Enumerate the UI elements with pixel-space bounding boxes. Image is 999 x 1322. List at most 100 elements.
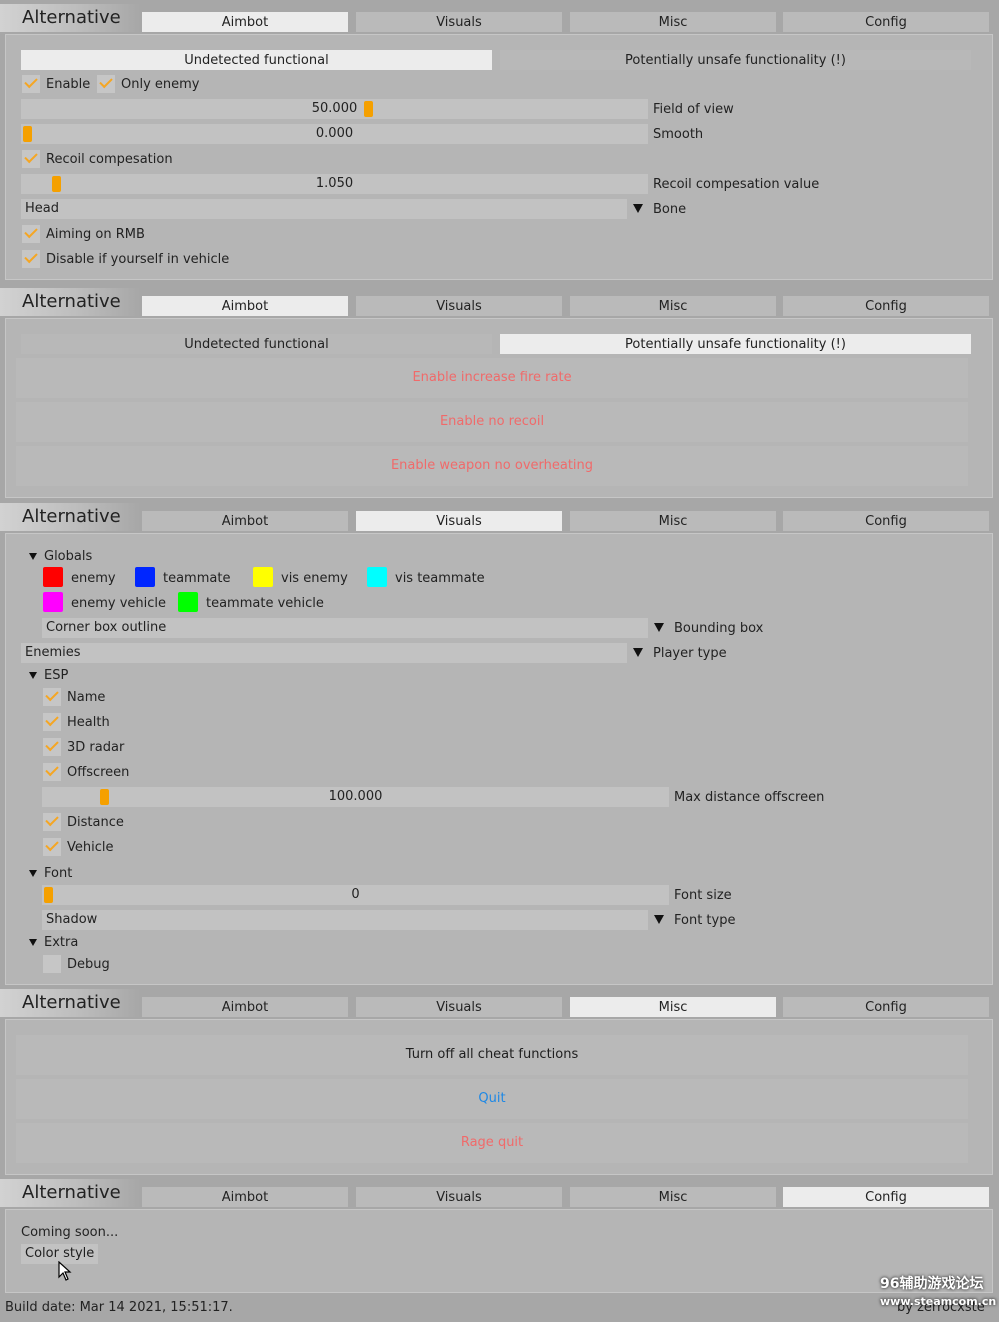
esp-header[interactable]: ESP	[44, 668, 69, 683]
slider-grab[interactable]	[23, 126, 32, 142]
smooth-slider[interactable]: 0.000	[21, 124, 648, 144]
debug-checkbox[interactable]	[43, 955, 61, 973]
slider-grab[interactable]	[364, 101, 373, 117]
tab-aimbot[interactable]: Aimbot	[142, 997, 348, 1017]
build-date: Build date: Mar 14 2021, 15:51:17.	[5, 1300, 233, 1315]
titlebar-2: Alternative Aimbot Visuals Misc Config	[0, 288, 999, 316]
tab-misc[interactable]: Misc	[570, 296, 776, 316]
checkmark-icon	[45, 762, 59, 777]
chevron-down-icon[interactable]	[633, 648, 643, 657]
collapse-arrow-icon[interactable]	[29, 939, 37, 946]
offscreen-checkbox[interactable]	[43, 762, 61, 781]
vis-enemy-color-swatch[interactable]	[253, 567, 273, 587]
tab-visuals[interactable]: Visuals	[356, 997, 562, 1017]
tab-config[interactable]: Config	[783, 12, 989, 32]
checkmark-icon	[24, 149, 38, 164]
tab-visuals[interactable]: Visuals	[356, 1187, 562, 1207]
vehicle-checkbox[interactable]	[43, 837, 61, 856]
tab-visuals[interactable]: Visuals	[356, 12, 562, 32]
slider-grab[interactable]	[44, 887, 53, 903]
no-recoil-button[interactable]: Enable no recoil	[16, 402, 968, 442]
smooth-value: 0.000	[315, 126, 354, 141]
app-title: Alternative	[0, 288, 140, 316]
subtab-unsafe[interactable]: Potentially unsafe functionality (!)	[500, 334, 971, 354]
slider-grab[interactable]	[100, 789, 109, 805]
font-header[interactable]: Font	[44, 866, 73, 881]
radar-checkbox[interactable]	[43, 737, 61, 756]
rmb-checkbox[interactable]	[22, 224, 40, 243]
player-type-label: Player type	[653, 646, 727, 661]
tab-aimbot[interactable]: Aimbot	[142, 12, 348, 32]
vis-teammate-color-swatch[interactable]	[367, 567, 387, 587]
tab-config[interactable]: Config	[783, 997, 989, 1017]
slider-grab[interactable]	[52, 176, 61, 192]
only-enemy-checkbox[interactable]	[97, 74, 115, 93]
bounding-box-combo[interactable]: Corner box outline	[42, 618, 648, 638]
name-checkbox[interactable]	[43, 687, 61, 706]
globals-header[interactable]: Globals	[44, 549, 93, 564]
teammate-vehicle-color-swatch[interactable]	[178, 592, 198, 612]
quit-button[interactable]: Quit	[16, 1079, 968, 1119]
chevron-down-icon[interactable]	[654, 623, 664, 632]
tab-config[interactable]: Config	[783, 511, 989, 531]
color-style-button[interactable]: Color style	[21, 1244, 99, 1264]
extra-header[interactable]: Extra	[44, 935, 79, 950]
tab-misc[interactable]: Misc	[570, 12, 776, 32]
author-credit: by zerrocxste	[897, 1300, 985, 1315]
tab-visuals[interactable]: Visuals	[356, 511, 562, 531]
subtab-undetected[interactable]: Undetected functional	[21, 50, 492, 70]
turn-off-button[interactable]: Turn off all cheat functions	[16, 1035, 968, 1075]
tab-aimbot[interactable]: Aimbot	[142, 1187, 348, 1207]
teammate-vehicle-color-label: teammate vehicle	[206, 596, 324, 611]
vehicle-label: Vehicle	[67, 840, 114, 855]
debug-label: Debug	[67, 957, 110, 972]
distance-checkbox[interactable]	[43, 812, 61, 831]
enemy-vehicle-color-swatch[interactable]	[43, 592, 63, 612]
font-size-slider[interactable]: 0	[42, 885, 669, 905]
fov-slider[interactable]: 50.000	[21, 99, 648, 119]
bone-combo[interactable]: Head	[21, 199, 627, 219]
vis-teammate-color-label: vis teammate	[395, 571, 485, 586]
fire-rate-button[interactable]: Enable increase fire rate	[16, 358, 968, 398]
collapse-arrow-icon[interactable]	[29, 870, 37, 877]
chevron-down-icon[interactable]	[633, 204, 643, 213]
chevron-down-icon[interactable]	[654, 915, 664, 924]
recoil-slider[interactable]: 1.050	[21, 174, 648, 194]
checkmark-icon	[24, 74, 38, 89]
tab-misc[interactable]: Misc	[570, 997, 776, 1017]
recoil-value-label: Recoil compesation value	[653, 177, 820, 192]
tab-config[interactable]: Config	[783, 1187, 989, 1207]
no-overheat-button[interactable]: Enable weapon no overheating	[16, 446, 968, 486]
max-distance-slider[interactable]: 100.000	[42, 787, 669, 807]
max-distance-value: 100.000	[328, 789, 383, 804]
health-checkbox[interactable]	[43, 712, 61, 731]
player-type-combo[interactable]: Enemies	[21, 643, 627, 663]
font-size-value: 0	[351, 887, 360, 902]
collapse-arrow-icon[interactable]	[29, 553, 37, 560]
coming-soon-text: Coming soon...	[21, 1225, 119, 1240]
recoil-checkbox[interactable]	[22, 149, 40, 168]
rage-quit-button[interactable]: Rage quit	[16, 1123, 968, 1163]
app-title: Alternative	[0, 989, 140, 1017]
checkmark-icon	[24, 224, 38, 239]
tab-aimbot[interactable]: Aimbot	[142, 296, 348, 316]
tab-visuals[interactable]: Visuals	[356, 296, 562, 316]
tab-aimbot[interactable]: Aimbot	[142, 511, 348, 531]
collapse-arrow-icon[interactable]	[29, 672, 37, 679]
enemy-color-swatch[interactable]	[43, 567, 63, 587]
teammate-color-swatch[interactable]	[135, 567, 155, 587]
enable-checkbox[interactable]	[22, 74, 40, 93]
fov-label: Field of view	[653, 102, 734, 117]
subtab-unsafe[interactable]: Potentially unsafe functionality (!)	[500, 50, 971, 70]
enemy-vehicle-color-label: enemy vehicle	[71, 596, 167, 611]
tab-misc[interactable]: Misc	[570, 511, 776, 531]
name-label: Name	[67, 690, 106, 705]
titlebar-4: Alternative Aimbot Visuals Misc Config	[0, 989, 999, 1017]
tab-misc[interactable]: Misc	[570, 1187, 776, 1207]
checkmark-icon	[45, 837, 59, 852]
rmb-label: Aiming on RMB	[46, 227, 145, 242]
subtab-undetected[interactable]: Undetected functional	[21, 334, 492, 354]
vehicle-disable-checkbox[interactable]	[22, 249, 40, 268]
font-type-combo[interactable]: Shadow	[42, 910, 648, 930]
tab-config[interactable]: Config	[783, 296, 989, 316]
